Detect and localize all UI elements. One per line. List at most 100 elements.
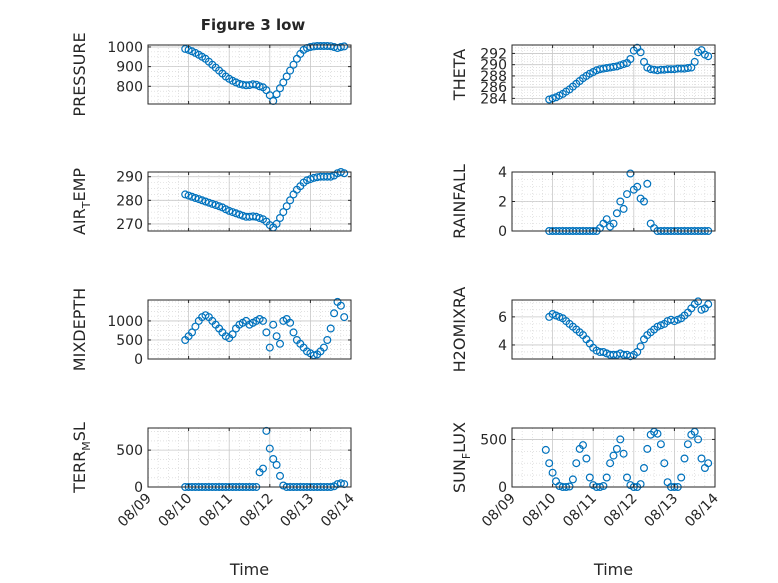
y-axis-label-rest: LUX	[450, 422, 469, 453]
data-point	[626, 54, 635, 63]
data-point	[228, 330, 237, 339]
plot-area	[148, 172, 351, 231]
axes-box	[511, 299, 716, 360]
data-point	[602, 473, 611, 482]
data-point	[619, 204, 628, 213]
data-point	[704, 52, 713, 61]
y-tick-label: 900	[116, 60, 143, 76]
plot-area	[512, 300, 715, 359]
data-point	[636, 342, 645, 351]
y-axis-label: PRESSURE	[70, 32, 89, 116]
figure-title: Figure 3 low	[201, 16, 306, 34]
data-point	[572, 459, 581, 468]
data-point	[255, 82, 264, 91]
y-tick-label: 500	[116, 333, 143, 349]
y-tick-label: 292	[480, 46, 507, 62]
data-point	[609, 219, 618, 228]
y-tick-label: 286	[480, 80, 507, 96]
y-tick-label: 1000	[107, 314, 143, 330]
y-tick-label: 500	[116, 443, 143, 459]
data-point	[541, 445, 550, 454]
data-point	[653, 429, 662, 438]
data-point	[319, 343, 328, 352]
y-axis-label: SUNFLUX	[450, 422, 473, 493]
data-point	[262, 328, 271, 337]
data-point	[694, 297, 703, 306]
data-point	[326, 172, 335, 181]
data-point	[599, 482, 608, 491]
data-point	[622, 473, 631, 482]
axes-box	[147, 171, 352, 232]
data-point	[616, 435, 625, 444]
data-point	[683, 440, 692, 449]
data-point	[191, 194, 200, 203]
y-tick-label: 288	[480, 69, 507, 85]
data-point	[269, 320, 278, 329]
data-point	[330, 309, 339, 318]
data-point	[683, 63, 692, 72]
subplot-h2omixra: 4 6 H2OMIXRA	[450, 287, 716, 372]
data-point	[289, 60, 298, 69]
data-point	[188, 192, 197, 201]
data-point	[643, 444, 652, 453]
data-point	[622, 190, 631, 199]
data-point	[255, 214, 264, 223]
data-point	[336, 42, 345, 51]
y-tick-label: 284	[480, 91, 507, 107]
data-point	[548, 468, 557, 477]
data-point	[677, 473, 686, 482]
axes-box	[511, 427, 716, 488]
subplot-air: 270 280 290 AIRTEMP	[70, 168, 352, 235]
y-axis-label-subscript: F	[460, 453, 473, 459]
y-axis-label: AIRTEMP	[70, 168, 93, 235]
y-axis-label-main: TERR	[70, 451, 89, 494]
y-tick-label: 4	[498, 338, 507, 354]
y-tick-label: 0	[134, 352, 143, 368]
y-tick-label: 6	[498, 310, 507, 326]
axes-box	[147, 299, 352, 360]
data-point	[568, 475, 577, 484]
data-point	[276, 339, 285, 348]
axes-box	[147, 44, 352, 105]
y-tick-label: 270	[116, 217, 143, 233]
data-point	[282, 202, 291, 211]
data-point	[208, 199, 217, 208]
data-point	[582, 454, 591, 463]
y-tick-label: 800	[116, 79, 143, 95]
data-point	[656, 440, 665, 449]
data-point	[198, 196, 207, 205]
data-point	[340, 169, 349, 178]
data-point	[326, 324, 335, 333]
data-point	[184, 191, 193, 200]
plot-area	[148, 45, 351, 104]
data-point	[606, 459, 615, 468]
data-point	[276, 84, 285, 93]
y-tick-label: 0	[498, 480, 507, 496]
data-point	[282, 72, 291, 81]
subplot-pressure: 800 900 1000 PRESSURE	[70, 32, 352, 117]
y-axis-label-main: AIR	[70, 208, 89, 235]
y-axis-label: RAINFALL	[450, 164, 469, 239]
data-point	[609, 451, 618, 460]
data-point	[286, 318, 295, 327]
data-point	[619, 449, 628, 458]
data-point	[228, 208, 237, 217]
data-point	[612, 209, 621, 218]
data-point	[286, 66, 295, 75]
data-point	[545, 95, 554, 104]
y-axis-label-main: SUN	[450, 459, 469, 493]
data-point	[660, 459, 669, 468]
data-point	[697, 454, 706, 463]
y-axis-label-rest: EMP	[70, 168, 89, 202]
data-point	[276, 214, 285, 223]
data-point	[279, 78, 288, 87]
data-point	[643, 179, 652, 188]
data-point	[616, 197, 625, 206]
data-point	[336, 301, 345, 310]
y-axis-label-subscript: T	[80, 201, 93, 209]
y-axis-label: TERRMSL	[70, 422, 93, 494]
y-axis-label-rest: SL	[70, 422, 89, 441]
data-point	[276, 471, 285, 480]
